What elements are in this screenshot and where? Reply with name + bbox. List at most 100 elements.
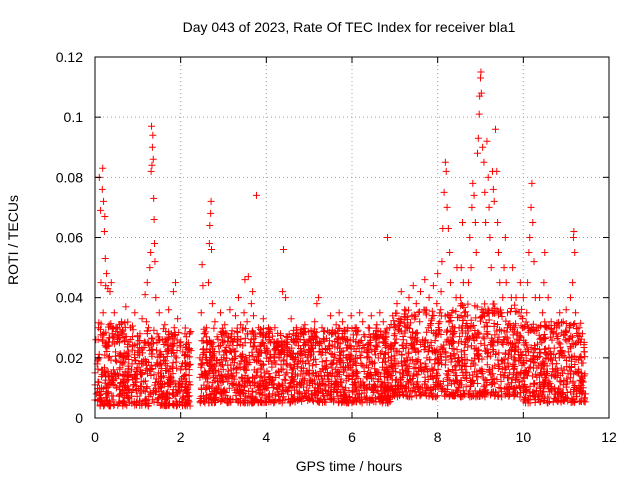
data-point-dense: [473, 350, 481, 358]
data-point-dense: [220, 338, 228, 346]
data-point-dense: [540, 331, 548, 339]
data-point: [442, 167, 450, 175]
data-point-dense: [279, 365, 287, 373]
data-point-dense: [158, 392, 166, 400]
data-point-dense: [480, 323, 488, 331]
data-point-dense: [387, 353, 395, 361]
data-point-dense: [459, 302, 467, 310]
data-point-dense: [249, 388, 257, 396]
data-point: [470, 191, 478, 199]
data-point-dense: [340, 326, 348, 334]
data-point-dense: [311, 384, 319, 392]
data-point-dense: [217, 355, 225, 363]
data-point: [115, 372, 123, 380]
data-point-dense: [265, 337, 273, 345]
data-point-dense: [399, 390, 407, 398]
data-point: [496, 279, 504, 287]
data-point: [105, 354, 113, 362]
data-point-dense: [417, 391, 425, 399]
data-point: [100, 197, 108, 205]
data-point: [361, 333, 369, 341]
data-point-dense: [409, 341, 417, 349]
data-point-dense: [148, 352, 156, 360]
data-point-dense: [136, 344, 144, 352]
data-point: [122, 303, 130, 311]
data-point-dense: [509, 331, 517, 339]
data-point: [97, 384, 105, 392]
data-point: [232, 369, 240, 377]
data-point-dense: [124, 343, 132, 351]
data-point: [315, 294, 323, 302]
data-point: [294, 342, 302, 350]
data-point-dense: [116, 350, 124, 358]
data-point-dense: [224, 337, 232, 345]
data-point: [184, 339, 192, 347]
data-point: [384, 354, 392, 362]
data-point-dense: [433, 354, 441, 362]
data-point: [236, 360, 244, 368]
data-point-dense: [318, 358, 326, 366]
data-point-dense: [387, 341, 395, 349]
data-point-dense: [567, 344, 575, 352]
data-point: [571, 249, 579, 257]
data-point: [348, 366, 356, 374]
data-point-dense: [178, 362, 186, 370]
data-point-dense: [548, 326, 556, 334]
data-point: [349, 336, 357, 344]
data-point-dense: [446, 352, 454, 360]
data-point: [483, 137, 491, 145]
data-point-dense: [280, 356, 288, 364]
data-point-dense: [499, 340, 507, 348]
data-point-dense: [119, 326, 127, 334]
data-point-dense: [376, 373, 384, 381]
data-point: [440, 188, 448, 196]
data-point: [459, 218, 467, 226]
data-point-dense: [141, 387, 149, 395]
data-point: [438, 258, 446, 266]
data-point-dense: [464, 300, 472, 308]
data-point-dense: [133, 340, 141, 348]
data-point-dense: [495, 333, 503, 341]
data-point-dense: [323, 371, 331, 379]
data-point-dense: [485, 309, 493, 317]
data-point-dense: [568, 353, 576, 361]
data-point-dense: [569, 377, 577, 385]
data-point-dense: [148, 396, 156, 404]
data-point: [543, 324, 551, 332]
data-point-dense: [352, 385, 360, 393]
data-point: [575, 324, 583, 332]
data-point-dense: [492, 350, 500, 358]
data-point-dense: [476, 392, 484, 400]
data-point-dense: [577, 319, 585, 327]
data-point-dense: [446, 391, 454, 399]
data-point: [357, 378, 365, 386]
data-point-dense: [115, 398, 123, 406]
data-point: [252, 191, 260, 199]
data-point-dense: [130, 371, 138, 379]
data-point-dense: [529, 352, 537, 360]
data-point: [474, 134, 482, 142]
data-point-dense: [374, 377, 382, 385]
data-point-dense: [246, 358, 254, 366]
data-point: [549, 330, 557, 338]
data-point-dense: [236, 381, 244, 389]
data-point-dense: [225, 384, 233, 392]
data-point-dense: [520, 382, 528, 390]
data-point-dense: [280, 375, 288, 383]
data-point-dense: [128, 322, 136, 330]
data-point: [119, 360, 127, 368]
data-point: [511, 324, 519, 332]
data-point-dense: [327, 350, 335, 358]
data-point: [506, 369, 514, 377]
data-point: [457, 264, 465, 272]
data-point: [455, 324, 463, 332]
data-point-dense: [229, 373, 237, 381]
x-tick-label: 2: [177, 429, 185, 445]
data-point-dense: [97, 331, 105, 339]
data-point-dense: [298, 351, 306, 359]
data-point-dense: [476, 314, 484, 322]
data-point: [97, 206, 105, 214]
data-point-dense: [169, 370, 177, 378]
data-point-dense: [264, 392, 272, 400]
data-point-dense: [227, 398, 235, 406]
